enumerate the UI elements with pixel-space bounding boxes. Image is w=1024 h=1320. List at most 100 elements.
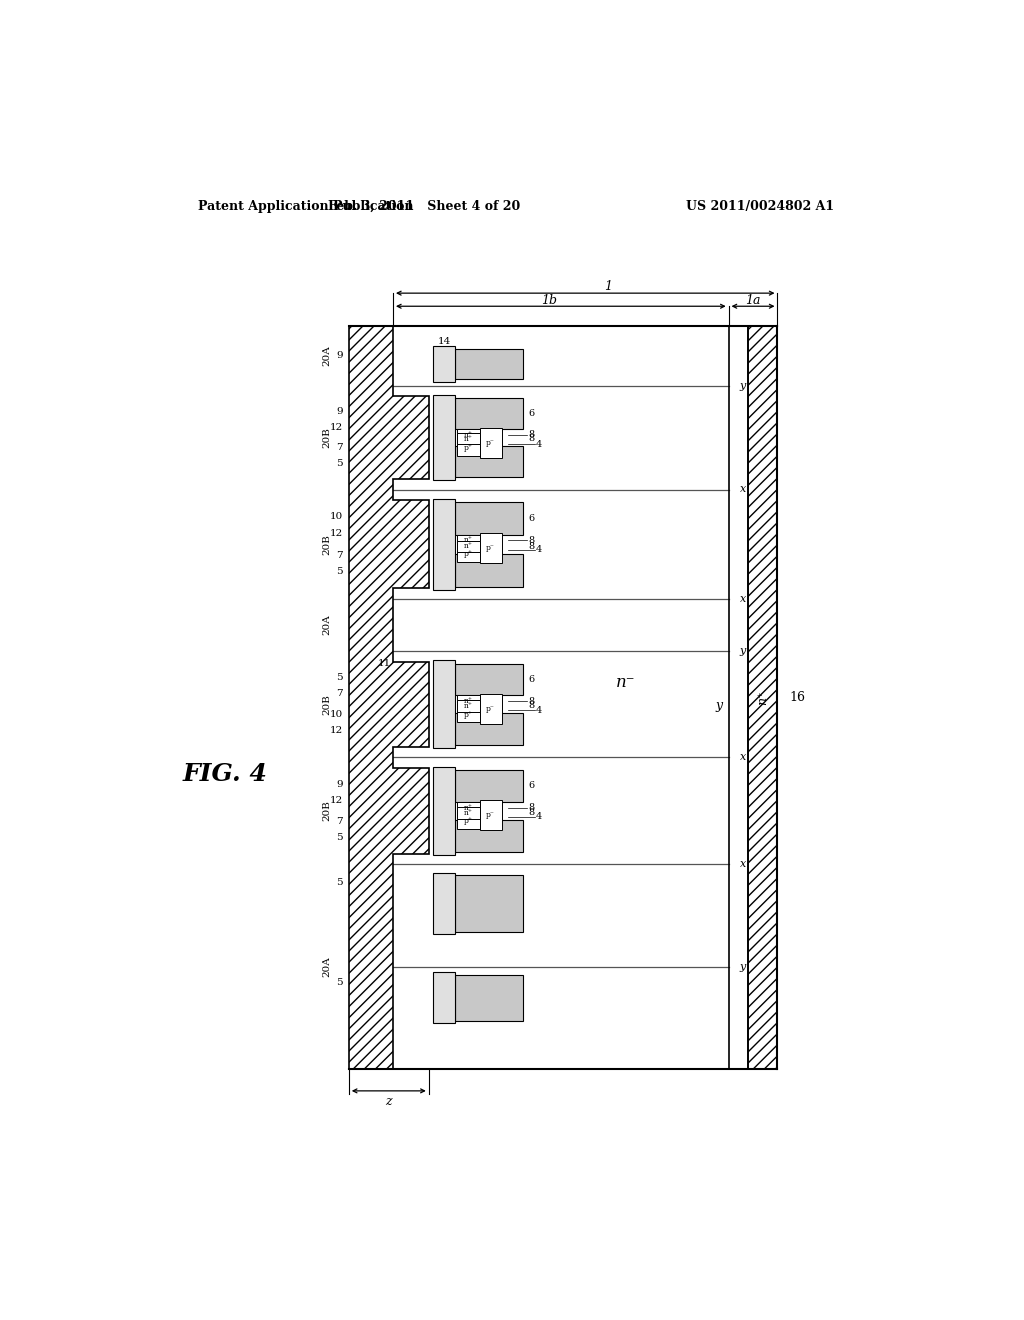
Bar	[457, 813, 480, 829]
Text: p⁻: p⁻	[486, 705, 496, 713]
Text: 4: 4	[536, 706, 542, 715]
Text: 8: 8	[528, 808, 535, 817]
Bar	[433, 767, 455, 855]
Text: FIG. 4: FIG. 4	[182, 763, 267, 787]
Bar	[748, 326, 777, 1069]
Text: 12: 12	[330, 796, 343, 805]
Text: Patent Application Publication: Patent Application Publication	[198, 199, 414, 213]
Text: 8: 8	[528, 543, 535, 550]
Bar	[455, 713, 523, 744]
Bar	[480, 533, 502, 564]
Text: y: y	[739, 647, 745, 656]
Text: 9: 9	[336, 351, 343, 360]
Text: 14: 14	[438, 337, 452, 346]
Text: 5: 5	[336, 879, 343, 887]
Text: n⁺: n⁺	[464, 434, 473, 442]
Text: 4: 4	[536, 440, 542, 449]
Text: 10: 10	[330, 512, 343, 521]
Bar	[455, 397, 523, 429]
Text: p⁺: p⁺	[464, 817, 473, 825]
Text: x: x	[739, 859, 745, 870]
Text: p⁻: p⁻	[486, 544, 496, 552]
Bar	[457, 700, 480, 711]
Bar	[455, 446, 523, 478]
Bar	[457, 546, 480, 561]
Text: z: z	[385, 1096, 392, 1109]
Text: x: x	[739, 484, 745, 495]
Text: 9: 9	[336, 407, 343, 416]
Text: 4: 4	[536, 812, 542, 821]
Text: 8: 8	[528, 434, 535, 444]
Text: p⁺: p⁺	[464, 445, 473, 453]
Bar	[433, 973, 455, 1023]
Text: n⁺: n⁺	[464, 430, 473, 438]
Text: y: y	[716, 700, 723, 711]
Bar	[455, 553, 523, 586]
Text: 20A: 20A	[323, 346, 332, 366]
Text: 8: 8	[528, 430, 535, 440]
Text: 7: 7	[336, 817, 343, 826]
Text: n⁺: n⁺	[464, 809, 473, 817]
Bar	[433, 873, 455, 935]
Text: 20B: 20B	[323, 694, 332, 714]
Text: 1: 1	[604, 280, 612, 293]
Bar	[480, 800, 502, 830]
Text: 1b: 1b	[542, 293, 557, 306]
Text: y: y	[739, 962, 745, 972]
Bar	[457, 535, 480, 546]
Bar	[457, 429, 480, 441]
Text: n⁺: n⁺	[464, 702, 473, 710]
Text: n⁺: n⁺	[464, 804, 473, 812]
Text: n⁻: n⁻	[615, 675, 635, 690]
Text: 7: 7	[336, 550, 343, 560]
Text: 6: 6	[528, 675, 535, 684]
Bar	[455, 875, 523, 932]
Bar	[455, 820, 523, 853]
Text: n⁺: n⁺	[464, 536, 473, 544]
Text: x: x	[739, 752, 745, 763]
Text: 20B: 20B	[323, 428, 332, 447]
Text: x: x	[739, 594, 745, 603]
Bar	[433, 660, 455, 748]
Text: 4: 4	[536, 545, 542, 554]
Text: 16: 16	[790, 692, 806, 705]
Text: 12: 12	[330, 726, 343, 735]
Bar	[455, 350, 523, 379]
Text: p⁺: p⁺	[464, 710, 473, 718]
Bar	[457, 441, 480, 455]
Polygon shape	[349, 326, 429, 1069]
Bar	[455, 664, 523, 696]
Bar	[457, 541, 480, 552]
Text: 20A: 20A	[323, 957, 332, 977]
Text: y: y	[739, 380, 745, 391]
Bar	[433, 346, 455, 381]
Text: 6: 6	[528, 781, 535, 791]
Text: p⁻: p⁻	[486, 812, 496, 820]
Text: 12: 12	[330, 529, 343, 537]
Text: US 2011/0024802 A1: US 2011/0024802 A1	[686, 199, 835, 213]
Text: 8: 8	[528, 536, 535, 545]
Bar	[480, 428, 502, 458]
Text: 6: 6	[528, 409, 535, 418]
Bar	[433, 395, 455, 480]
Text: 20B: 20B	[323, 800, 332, 821]
Bar	[455, 502, 523, 535]
Bar	[480, 694, 502, 723]
Text: 10: 10	[330, 710, 343, 719]
Bar	[457, 696, 480, 708]
Text: 5: 5	[336, 833, 343, 842]
Text: 8: 8	[528, 803, 535, 812]
Text: n⁺: n⁺	[464, 543, 473, 550]
Text: 7: 7	[336, 444, 343, 453]
Bar	[455, 770, 523, 801]
Text: 5: 5	[336, 459, 343, 469]
Text: p⁺: p⁺	[464, 550, 473, 558]
Text: 5: 5	[336, 978, 343, 987]
Text: 8: 8	[528, 697, 535, 706]
Text: Feb. 3, 2011   Sheet 4 of 20: Feb. 3, 2011 Sheet 4 of 20	[328, 199, 520, 213]
Text: 7: 7	[336, 689, 343, 698]
Text: 20B: 20B	[323, 533, 332, 554]
Text: p⁻: p⁻	[486, 438, 496, 446]
Bar	[457, 433, 480, 445]
Text: 20A: 20A	[323, 615, 332, 635]
